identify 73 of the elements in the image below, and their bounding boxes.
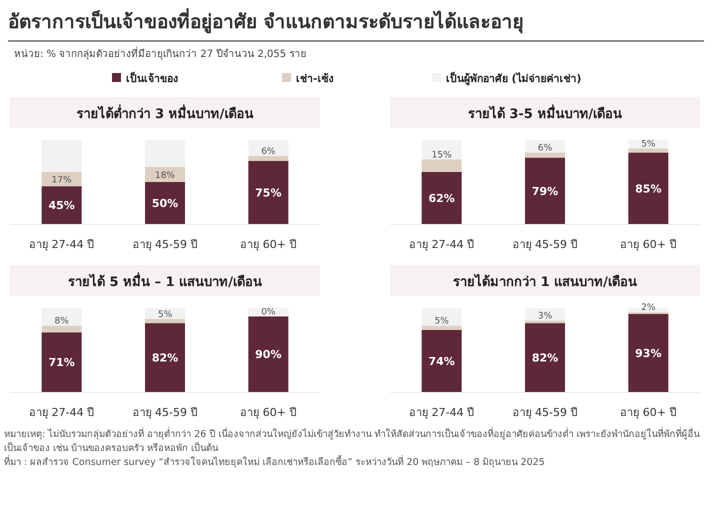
x-tick-label: อายุ 60+ ปี	[620, 238, 676, 251]
bar	[42, 186, 82, 224]
data-label: 82%	[532, 352, 558, 365]
legend-label: เป็นเจ้าของ	[126, 71, 178, 85]
bar	[42, 332, 82, 392]
text: อัตราการเป็นเจ้าของที่อยู่อาศัย จำแนกตามระดับรายได้และอายุ	[8, 8, 524, 34]
bar	[422, 172, 462, 224]
bar	[422, 330, 462, 392]
bar	[422, 159, 462, 172]
data-label: 45%	[48, 199, 75, 212]
bar	[628, 152, 668, 224]
data-label: 93%	[635, 346, 662, 360]
legend-label: เป็นผู้พักอาศัย (ไม่จ่ายค่าเช่า)	[446, 71, 582, 86]
bar	[525, 152, 565, 158]
data-label: 75%	[255, 186, 282, 200]
data-label: 0%	[261, 307, 276, 318]
x-tick-label: อายุ 45-59 ปี	[132, 238, 198, 251]
bar	[525, 323, 565, 392]
data-label: 50%	[152, 197, 178, 210]
chart-title: รายได้ 5 หมื่น – 1 แสนบาท/เดือน	[68, 272, 262, 290]
bar	[42, 308, 82, 326]
text: หมายเหตุ: ไม่นับรวมกลุ่มตัวอย่างที่ อายุต่ำกว่า 26 ปี เนื่องจากส่วนใหญ่ยังไม่เข้าสู่วัยทำงาน ทำให้สัดส่วนการเป็นเจ้าของที่อยู่อาศัยค่อนข้างต่ำ เพราะยังพำนักอยู่ในที่พักที่ผู้อื่นเป็นเจ้าของ เช่น บ้านของครอบครัว หรือหอพัก เป็นต้น	[4, 428, 701, 455]
bar	[42, 326, 82, 332]
bar	[628, 314, 668, 392]
data-label: 71%	[48, 356, 75, 370]
bar	[42, 140, 82, 172]
data-label: 8%	[54, 316, 70, 327]
data-label: 62%	[428, 192, 455, 205]
x-tick-label: อายุ 45-59 ปี	[512, 406, 578, 419]
data-label: 85%	[635, 182, 662, 196]
x-tick-label: อายุ 27-44 ปี	[409, 238, 474, 251]
data-label: 5%	[434, 316, 450, 327]
x-tick-label: อายุ 27-44 ปี	[409, 406, 474, 419]
data-label: 5%	[158, 310, 173, 320]
data-label: 2%	[641, 303, 656, 314]
x-tick-label: อายุ 45-59 ปี	[512, 238, 578, 251]
bar	[525, 320, 565, 324]
bar	[145, 182, 185, 224]
bar	[628, 148, 668, 153]
data-label: 79%	[532, 184, 558, 198]
chart-title: รายได้มากกว่า 1 แสนบาท/เดือน	[453, 273, 637, 290]
bar	[248, 316, 288, 392]
data-label: 5%	[641, 139, 656, 150]
bar	[525, 158, 565, 224]
bar	[145, 318, 185, 324]
x-tick-label: อายุ 60+ ปี	[240, 406, 296, 419]
bar	[248, 161, 288, 224]
x-tick-label: อายุ 27-44 ปี	[29, 406, 94, 419]
data-label: 17%	[52, 176, 72, 186]
bar	[422, 308, 462, 326]
data-label: 90%	[255, 348, 282, 362]
data-label: 6%	[538, 144, 553, 154]
bar	[145, 140, 185, 167]
bar	[145, 323, 185, 392]
data-label: 3%	[538, 312, 553, 322]
bar	[248, 156, 288, 161]
x-tick-label: อายุ 27-44 ปี	[29, 238, 94, 251]
text: หน่วย: % จากกลุ่มตัวอย่างที่มีอายุเกินกว่า 27 ปีจำนวน 2,055 ราย	[14, 46, 306, 60]
x-tick-label: อายุ 45-59 ปี	[132, 406, 198, 419]
bar	[422, 140, 462, 160]
x-tick-label: อายุ 60+ ปี	[620, 406, 676, 419]
chart-title: รายได้ 3-5 หมื่นบาท/เดือน	[468, 104, 622, 122]
data-label: 15%	[432, 150, 452, 160]
text: ที่มา : ผลสำรวจ Consumer survey “สำรวจใจคนไทยยุคใหม่ เลือกเช่าหรือเลือกซื้อ” ระหว่างวันที่ 20 พฤษภาคม – 8 มิถุนายน 2025	[4, 456, 546, 470]
x-tick-label: อายุ 60+ ปี	[240, 238, 296, 251]
legend-label: เช่า-เซ้ง	[296, 72, 334, 85]
data-label: 6%	[261, 146, 276, 157]
data-label: 18%	[154, 170, 176, 181]
bar	[248, 140, 288, 156]
bar	[422, 326, 462, 330]
data-label: 82%	[152, 352, 178, 365]
chart-title: รายได้ต่ำกว่า 3 หมื่นบาท/เดือน	[76, 104, 254, 122]
data-label: 74%	[428, 354, 455, 368]
